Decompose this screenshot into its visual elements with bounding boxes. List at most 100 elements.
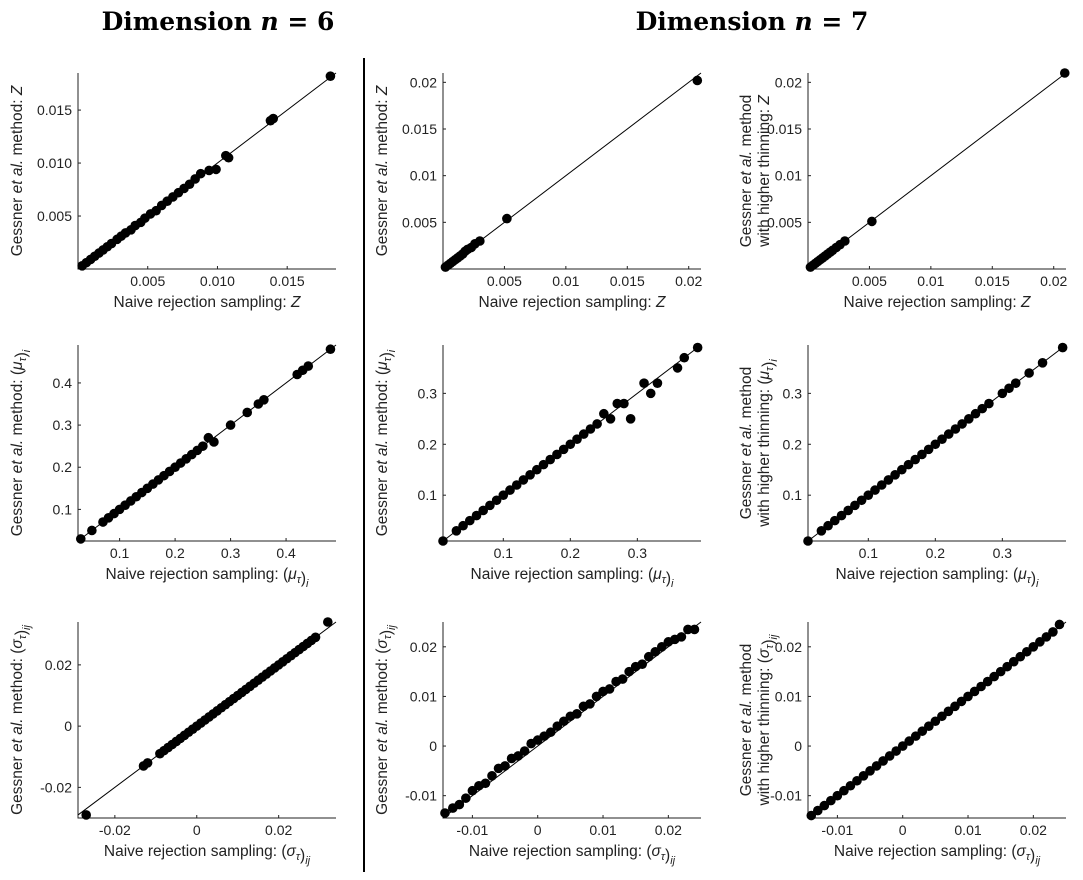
- data-point-n7ht_mu-0: [803, 536, 813, 546]
- x-tick-label-n6_mu-1: 0.2: [165, 545, 185, 561]
- data-point-n7_mu-18: [565, 439, 576, 450]
- x-tick-label-n7ht_sigma-1: 0: [899, 822, 907, 838]
- x-tick-label-n7_Z-1: 0.01: [552, 273, 579, 289]
- data-point-n7_Z-14: [692, 75, 703, 86]
- x-axis-label-n7ht_Z: Naive rejection sampling: Z: [844, 294, 1031, 311]
- data-point-n7ht_sigma-21: [943, 706, 954, 717]
- data-point-n7ht_sigma-7: [852, 775, 862, 786]
- x-tick-label-n6_sigma-0: -0.02: [99, 822, 131, 838]
- y-axis-label-n7_sigma: Gessner et al. method: (στ)ij: [374, 625, 398, 815]
- data-point-n7_mu-22: [592, 419, 602, 429]
- scatter-panel-n7_sigma: -0.01 0 0.01 0.02 -0.01 0 0.01 0.02 Gessner et a…: [374, 621, 702, 867]
- data-point-n7_mu-23: [599, 408, 609, 419]
- data-point-n7ht_mu-22: [957, 419, 967, 429]
- data-point-n7_mu-0: [438, 536, 448, 546]
- x-axis-label-n7ht_sigma: Naive rejection sampling: (στ)ij: [834, 843, 1041, 867]
- x-tick-label-n7ht_Z-3: 0.02: [1040, 273, 1067, 289]
- data-point-n7_sigma-32: [650, 646, 661, 657]
- data-point-n7ht_mu-8: [863, 490, 874, 500]
- data-point-n7ht_mu-5: [843, 505, 854, 516]
- y-tick-label-n7_Z-2: 0.015: [402, 121, 437, 137]
- data-point-n6_mu-23: [225, 420, 236, 430]
- data-point-n7ht_sigma-5: [839, 785, 849, 796]
- data-point-n6_sigma-42: [323, 617, 333, 627]
- data-point-n6_sigma-0: [81, 810, 91, 820]
- data-point-n7ht_Z-12: [840, 236, 850, 246]
- data-point-n7ht_sigma-6: [845, 780, 856, 791]
- scatter-panel-n7_mu: 0.1 0.2 0.3 0.1 0.2 0.3 Gessner et al. method:…: [374, 342, 703, 590]
- data-point-n7ht_sigma-11: [878, 756, 888, 766]
- data-point-n6_sigma-41: [310, 632, 321, 643]
- header-dimension-7: Dimension n = 7: [636, 7, 869, 36]
- data-point-n7ht_mu-29: [1010, 378, 1021, 388]
- y-tick-label-n7_Z-1: 0.01: [410, 168, 437, 184]
- data-point-n7ht_mu-18: [930, 439, 941, 450]
- data-point-n7_mu-29: [645, 388, 656, 399]
- data-point-n7ht_mu-19: [937, 434, 947, 444]
- data-point-n7_sigma-28: [624, 666, 634, 677]
- data-point-n6_mu-24: [242, 407, 253, 418]
- y-tick-label-n7ht_Z-3: 0.02: [775, 74, 802, 90]
- data-point-n7_mu-10: [511, 480, 522, 490]
- data-point-n7_mu-20: [578, 429, 589, 439]
- data-point-n7_mu-19: [572, 434, 582, 444]
- y-tick-label-n6_mu-0: 0.1: [53, 501, 73, 517]
- data-point-n7_sigma-22: [585, 699, 595, 709]
- data-point-n7ht_sigma-1: [812, 805, 823, 816]
- y-tick-label-n6_Z-2: 0.015: [37, 102, 72, 118]
- data-point-n7ht_sigma-34: [1028, 642, 1039, 652]
- data-point-n7ht_sigma-4: [832, 790, 843, 801]
- data-point-n7_mu-7: [491, 495, 502, 506]
- data-point-n7_mu-25: [612, 398, 623, 409]
- y-tick-label-n7ht_sigma-2: 0.01: [775, 688, 802, 704]
- data-point-n7ht_Z-13: [867, 216, 877, 227]
- data-point-n7_sigma-25: [604, 684, 615, 694]
- data-point-n7ht_mu-15: [910, 454, 921, 465]
- y-tick-label-n7_sigma-1: 0: [429, 738, 437, 754]
- data-point-n7_mu-28: [639, 378, 649, 388]
- scatter-panel-n6_mu: 0.1 0.2 0.3 0.4 0.1 0.2 0.3 0.4 Gessner et al. m…: [9, 344, 337, 590]
- x-tick-label-n7ht_mu-1: 0.2: [926, 545, 946, 561]
- y-tick-label-n6_Z-0: 0.005: [37, 208, 72, 224]
- data-point-n7_sigma-9: [500, 761, 510, 771]
- x-tick-label-n6_sigma-2: 0.02: [265, 822, 292, 838]
- data-point-n7ht_sigma-19: [930, 716, 941, 727]
- data-point-n7ht_mu-12: [890, 470, 900, 480]
- data-point-n6_Z-26: [211, 164, 221, 175]
- data-point-n7_sigma-7: [487, 771, 497, 781]
- data-point-n7_mu-1: [451, 526, 462, 536]
- data-point-n7ht_mu-23: [964, 414, 974, 424]
- data-point-n7ht_mu-3: [830, 515, 840, 526]
- data-point-n7_sigma-33: [657, 642, 667, 652]
- panels: 0.005 0.01 0 0.015 0.005 0.01 0 0.015 Gessner et…: [9, 68, 1070, 867]
- data-point-n7ht_sigma-12: [884, 751, 895, 761]
- y-axis-label-n6_mu: Gessner et al. method: (μτ)i: [9, 349, 33, 536]
- x-tick-label-n6_Z-0: 0.005: [130, 273, 165, 289]
- data-point-n7ht_mu-13: [897, 464, 907, 475]
- data-point-n7ht_sigma-15: [904, 736, 915, 746]
- data-point-n7ht_sigma-22: [950, 701, 960, 712]
- scatter-panel-n7_Z: 0.005 0.01 0.015 0.02 0.005 0.01 0.015 0.02 Gess…: [374, 72, 703, 311]
- y-axis-label-n7_mu: Gessner et al. method: (μτ)i: [374, 349, 398, 536]
- data-point-n7ht_sigma-25: [969, 686, 980, 697]
- y-tick-label-n7_Z-0: 0.005: [402, 214, 437, 230]
- y-tick-label-n6_mu-3: 0.4: [53, 375, 73, 391]
- data-point-n7ht_sigma-28: [989, 671, 999, 682]
- x-axis-label-n6_mu: Naive rejection sampling: (μτ)i: [106, 566, 309, 590]
- data-point-n7ht_sigma-37: [1048, 627, 1058, 637]
- data-point-n7_mu-8: [498, 490, 509, 500]
- data-point-n7_mu-32: [679, 352, 690, 363]
- data-point-n7_mu-12: [525, 470, 535, 480]
- data-point-n7_sigma-20: [572, 708, 582, 719]
- data-point-n6_mu-30: [325, 344, 336, 355]
- data-point-n7ht_mu-10: [876, 480, 887, 490]
- scatter-panel-n6_sigma: -0.02 0 0.02 -0.02 0 0.02 Gessner et al. metho…: [9, 617, 337, 867]
- data-point-n7_mu-15: [545, 454, 556, 465]
- data-point-n7_sigma-3: [461, 793, 471, 803]
- data-point-n7_sigma-2: [454, 799, 465, 810]
- data-point-n7_mu-17: [558, 444, 569, 455]
- data-point-n7ht_sigma-26: [976, 681, 986, 692]
- data-point-n7ht_mu-9: [870, 485, 880, 495]
